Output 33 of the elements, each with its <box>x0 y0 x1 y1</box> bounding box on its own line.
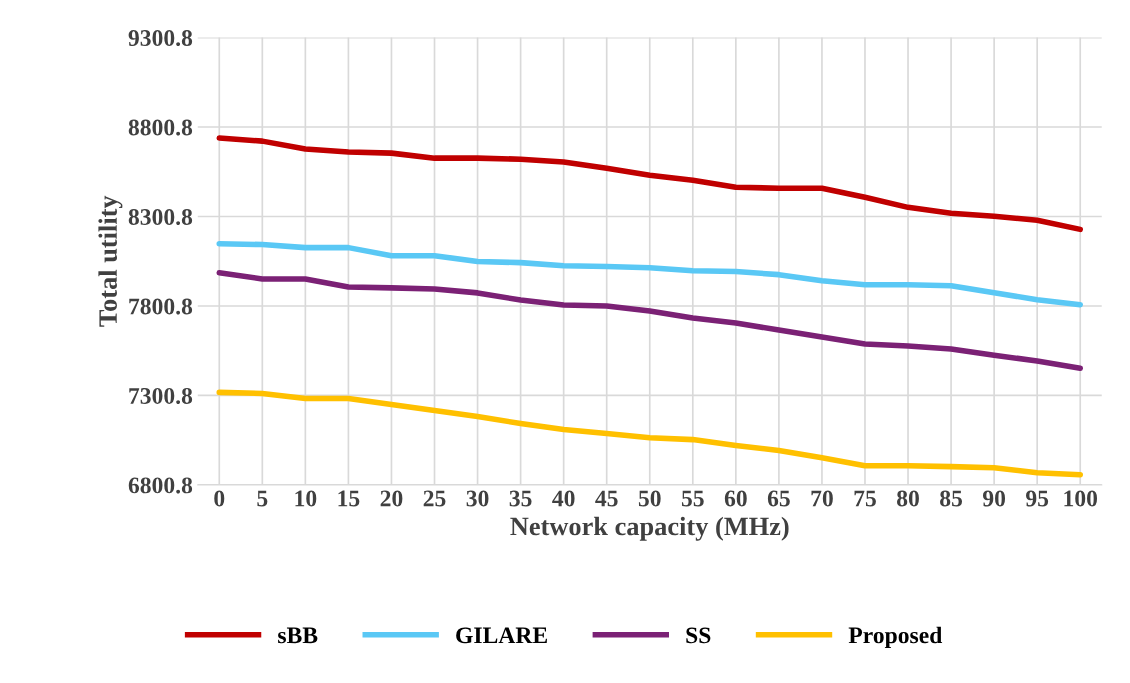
x-tick-label: 70 <box>811 490 833 507</box>
x-tick-label: 60 <box>724 490 747 507</box>
x-tick-label: 100 <box>1064 490 1098 507</box>
x-tick-label: 5 <box>257 490 268 507</box>
x-tick-label: 90 <box>982 490 1006 507</box>
x-tick-label: 75 <box>854 490 876 507</box>
x-tick-label: 25 <box>423 490 446 507</box>
y-axis-title: Total utility <box>98 195 123 327</box>
legend-label: SS <box>686 627 711 644</box>
x-tick-label: 0 <box>214 490 225 507</box>
y-tick-label: 9300.8 <box>128 30 193 47</box>
x-tick-label: 20 <box>380 490 403 507</box>
y-tick-label: 8300.8 <box>128 209 193 226</box>
x-tick-label: 30 <box>466 490 489 507</box>
y-tick-label: 8800.8 <box>128 119 193 136</box>
x-tick-label: 50 <box>638 490 661 507</box>
legend-label: GILARE <box>456 627 547 644</box>
x-tick-label: 85 <box>940 490 963 507</box>
x-tick-label: 80 <box>897 490 919 507</box>
y-tick-label: 7300.8 <box>129 387 193 404</box>
x-tick-label: 95 <box>1026 490 1049 507</box>
x-tick-label: 65 <box>767 490 790 507</box>
legend-label: Proposed <box>848 626 943 649</box>
x-tick-label: 55 <box>681 490 704 507</box>
x-tick-label: 40 <box>552 490 575 507</box>
y-tick-label: 7800.8 <box>129 298 193 315</box>
x-tick-label: 45 <box>595 490 618 507</box>
y-tick-label: 6800.8 <box>128 477 193 494</box>
x-tick-label: 35 <box>509 490 532 507</box>
x-tick-label: 10 <box>295 490 317 507</box>
x-axis-title: Network capacity (MHz) <box>510 516 789 541</box>
x-tick-label: 15 <box>338 490 360 507</box>
legend-label: sBB <box>278 627 318 644</box>
